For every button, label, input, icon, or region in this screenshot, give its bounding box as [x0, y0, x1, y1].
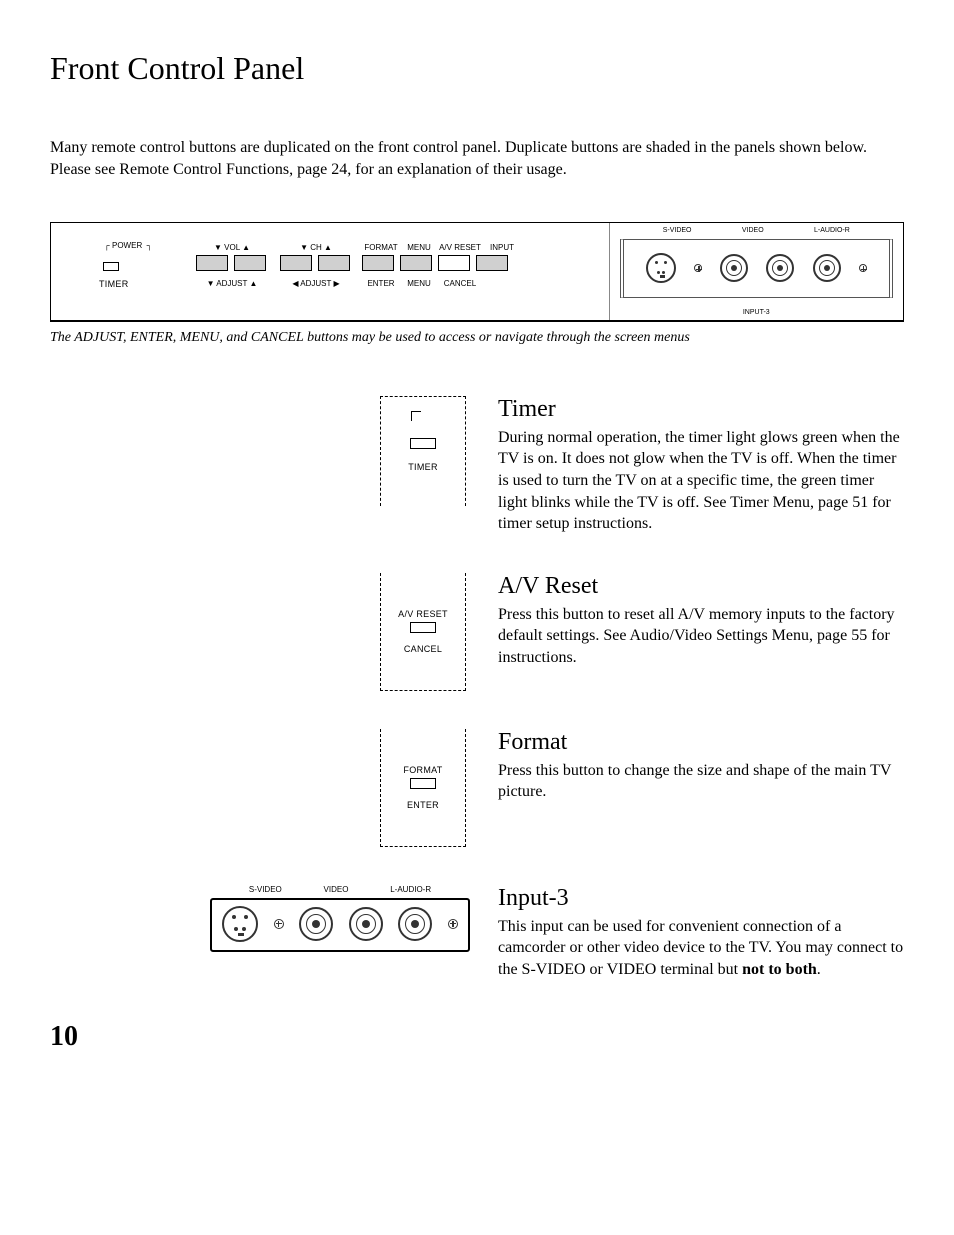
control-panel-right: S-VIDEO VIDEO L-AUDIO-R INPUT-3: [609, 223, 903, 320]
input-label: INPUT: [484, 243, 520, 252]
audio-l-jack-detail[interactable]: [349, 907, 383, 941]
cancel-label: CANCEL: [436, 279, 484, 288]
audio-l-jack[interactable]: [766, 254, 794, 282]
timer-section: TIMER Timer During normal operation, the…: [50, 396, 904, 535]
format-heading: Format: [498, 729, 904, 756]
format-button-detail[interactable]: [410, 778, 436, 789]
svideo-label: S-VIDEO: [663, 227, 692, 234]
input3-section: S-VIDEO VIDEO L-AUDIO-R Input-3: [50, 885, 904, 981]
video-label: VIDEO: [742, 227, 764, 234]
laudior-label: L-AUDIO-R: [814, 227, 850, 234]
enter-label: ENTER: [360, 279, 402, 288]
vol-up-button[interactable]: [234, 255, 266, 271]
avreset-button-detail[interactable]: [410, 622, 436, 633]
timer-light: [103, 262, 119, 271]
format-label: FORMAT: [360, 243, 402, 252]
menu-label-2: MENU: [402, 279, 436, 288]
control-panel-figure: ┌ POWER ┐ TIMER ▼ VOL ▲ ▼ CH ▲ FORMAT ME…: [50, 222, 904, 322]
audio-r-jack[interactable]: [813, 254, 841, 282]
screw-icon: [448, 919, 458, 929]
ch-label: ▼ CH ▲: [280, 243, 352, 252]
avreset-diagram-label2: CANCEL: [404, 644, 442, 654]
intro-paragraph: Many remote control buttons are duplicat…: [50, 137, 904, 182]
adjust-vert-label: ▼ ADJUST ▲: [196, 279, 268, 288]
menu-button[interactable]: [400, 255, 432, 271]
screw-icon: [694, 264, 702, 272]
input-button[interactable]: [476, 255, 508, 271]
avreset-button[interactable]: [438, 255, 470, 271]
screw-icon: [274, 919, 284, 929]
screw-icon: [859, 264, 867, 272]
vol-down-button[interactable]: [196, 255, 228, 271]
input3-heading: Input-3: [498, 885, 904, 912]
input3-diagram: [210, 898, 470, 952]
avreset-diagram: A/V RESET CANCEL: [380, 573, 466, 691]
timer-diagram-label: TIMER: [408, 462, 438, 472]
audio-r-jack-detail[interactable]: [398, 907, 432, 941]
control-panel-left: ┌ POWER ┐ TIMER ▼ VOL ▲ ▼ CH ▲ FORMAT ME…: [51, 223, 609, 320]
format-diagram-label1: FORMAT: [403, 765, 442, 775]
input3-video-label: VIDEO: [324, 885, 349, 894]
menu-label: MENU: [402, 243, 436, 252]
page-title: Front Control Panel: [50, 50, 904, 87]
input3-label: INPUT-3: [610, 309, 903, 316]
format-body: Press this button to change the size and…: [498, 760, 904, 803]
timer-diagram: TIMER: [380, 396, 466, 506]
adjust-horiz-label: ◀ ADJUST ▶: [280, 279, 352, 288]
svideo-jack[interactable]: [646, 253, 676, 283]
vol-label: ▼ VOL ▲: [196, 243, 268, 252]
video-jack[interactable]: [720, 254, 748, 282]
avreset-diagram-label1: A/V RESET: [398, 609, 448, 619]
timer-label: TIMER: [99, 279, 129, 289]
ch-up-button[interactable]: [318, 255, 350, 271]
format-diagram: FORMAT ENTER: [380, 729, 466, 847]
timer-light-detail: [410, 438, 436, 449]
timer-heading: Timer: [498, 396, 904, 423]
avreset-label: A/V RESET: [436, 243, 484, 252]
input3-body: This input can be used for convenient co…: [498, 916, 904, 981]
input3-laudior-label: L-AUDIO-R: [390, 885, 431, 894]
video-jack-detail[interactable]: [299, 907, 333, 941]
avreset-body: Press this button to reset all A/V memor…: [498, 604, 904, 669]
format-section: FORMAT ENTER Format Press this button to…: [50, 729, 904, 847]
avreset-section: A/V RESET CANCEL A/V Reset Press this bu…: [50, 573, 904, 691]
page-number: 10: [50, 1021, 904, 1053]
format-diagram-label2: ENTER: [407, 800, 439, 810]
ch-down-button[interactable]: [280, 255, 312, 271]
power-label: POWER: [112, 241, 142, 250]
svideo-jack-detail[interactable]: [222, 906, 258, 942]
input3-svideo-label: S-VIDEO: [249, 885, 282, 894]
figure-caption: The ADJUST, ENTER, MENU, and CANCEL butt…: [50, 330, 904, 346]
timer-body: During normal operation, the timer light…: [498, 427, 904, 535]
format-button[interactable]: [362, 255, 394, 271]
avreset-heading: A/V Reset: [498, 573, 904, 600]
